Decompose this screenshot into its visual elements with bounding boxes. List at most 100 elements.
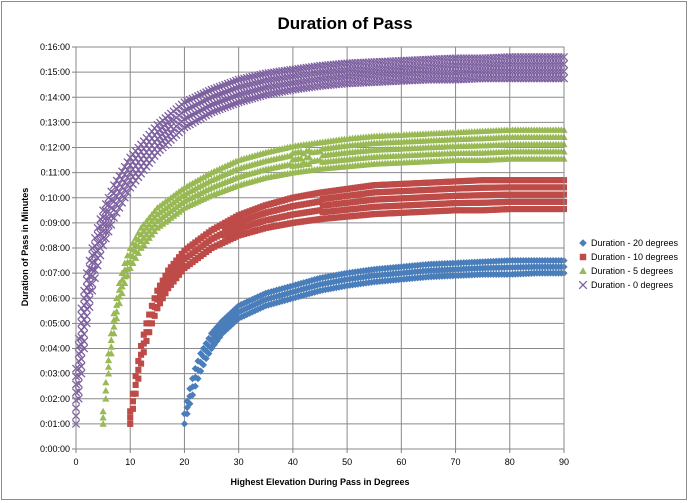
marker-stroke [269, 75, 278, 84]
marker-stroke [242, 81, 251, 90]
marker-stroke [315, 75, 325, 84]
data-point [146, 329, 153, 336]
marker-stroke [329, 73, 338, 83]
marker-stroke [294, 84, 303, 94]
marker-stroke [99, 241, 108, 250]
data-point [156, 282, 164, 289]
marker-stroke [88, 265, 97, 274]
marker-stroke [226, 93, 235, 102]
marker-stroke [101, 234, 110, 243]
data-point [297, 154, 305, 162]
marker-stroke [321, 74, 330, 83]
marker-stroke [96, 251, 105, 260]
marker-stroke [286, 86, 295, 95]
marker-stroke [107, 212, 116, 221]
data-point [148, 224, 156, 231]
data-point [85, 302, 94, 312]
data-point [113, 314, 121, 322]
marker-stroke [250, 79, 259, 88]
marker-stroke [272, 81, 281, 90]
data-point [245, 309, 254, 317]
data-point [104, 363, 113, 370]
y-tick-label: 0:14:00 [40, 92, 70, 102]
data-point [115, 292, 123, 300]
marker-stroke [310, 75, 319, 85]
marker-stroke [302, 83, 311, 92]
marker-stroke [332, 60, 341, 69]
data-point [104, 227, 113, 236]
marker-stroke [315, 61, 325, 70]
marker-stroke [318, 81, 327, 90]
marker-stroke [288, 72, 297, 81]
y-tick-label: 0:13:00 [40, 117, 70, 127]
data-point [140, 220, 148, 228]
data-point [121, 279, 129, 287]
marker-stroke [242, 88, 251, 97]
data-point [101, 234, 110, 243]
data-point [194, 375, 202, 383]
data-point [207, 108, 216, 117]
data-point [191, 365, 199, 373]
data-point [143, 337, 150, 345]
y-axis-label: Duration of Pass in Minutes [20, 188, 30, 307]
data-point [202, 339, 210, 348]
data-point [102, 395, 110, 402]
marker-stroke [294, 78, 303, 87]
data-point [191, 382, 199, 390]
data-point [178, 259, 185, 266]
legend-marker [578, 280, 588, 290]
marker-stroke [275, 74, 284, 83]
marker-stroke [253, 71, 262, 80]
legend-marker [579, 267, 587, 275]
data-point [138, 360, 145, 367]
data-point [221, 327, 229, 335]
data-point [135, 375, 142, 382]
data-point [173, 266, 180, 273]
data-point [142, 224, 151, 231]
data-point [173, 275, 180, 282]
marker-stroke [264, 76, 273, 85]
data-point [188, 391, 197, 399]
marker-stroke [207, 108, 216, 117]
marker-stroke [272, 74, 281, 83]
marker-stroke [250, 93, 259, 102]
data-point [248, 302, 256, 310]
marker-stroke [302, 63, 311, 72]
data-point [151, 227, 159, 235]
data-point [229, 100, 238, 109]
marker-stroke [264, 83, 273, 92]
series-diamond [180, 256, 568, 428]
data-point [129, 405, 136, 412]
marker-stroke [315, 68, 325, 77]
marker-stroke [291, 78, 300, 87]
data-point [140, 227, 148, 235]
data-point [212, 106, 222, 115]
data-point [77, 355, 86, 364]
data-point [180, 420, 189, 428]
marker-stroke [334, 80, 344, 89]
marker-stroke [283, 79, 292, 88]
data-point [93, 261, 102, 270]
data-point [102, 386, 110, 394]
marker-stroke [118, 198, 127, 207]
data-point [145, 234, 153, 241]
marker-stroke [326, 80, 335, 89]
y-tick-label: 0:03:00 [40, 369, 70, 379]
data-point [123, 188, 132, 197]
marker-stroke [248, 79, 257, 88]
marker-stroke [296, 64, 306, 73]
marker-stroke [212, 91, 222, 100]
x-tick-label: 60 [396, 457, 406, 467]
data-point [126, 264, 134, 271]
marker-stroke [85, 287, 94, 296]
data-point [221, 321, 229, 329]
marker-stroke [212, 106, 222, 115]
x-tick-label: 30 [234, 457, 244, 467]
marker-stroke [332, 66, 341, 76]
marker-stroke [226, 86, 235, 95]
marker-stroke [88, 286, 97, 295]
marker-stroke [88, 272, 97, 281]
marker-stroke [337, 66, 346, 75]
marker-stroke [296, 84, 306, 93]
